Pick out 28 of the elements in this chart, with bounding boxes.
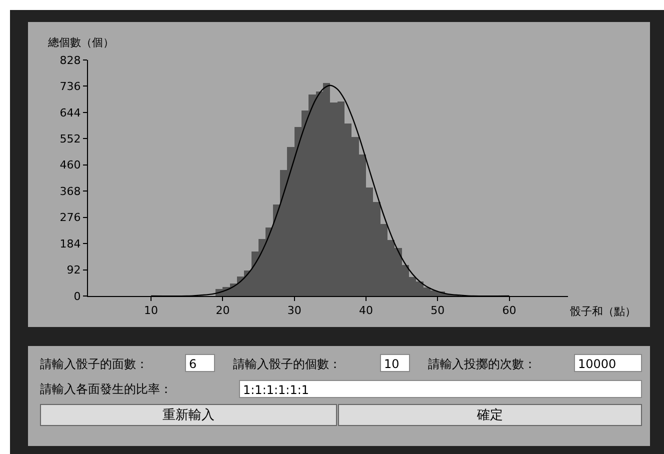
y-tick-label: 736 bbox=[60, 80, 81, 94]
button: 重新輸入 bbox=[40, 404, 337, 426]
x-tick-label: 60 bbox=[502, 304, 516, 318]
y-tick-label: 184 bbox=[60, 237, 81, 250]
text-field: 6 bbox=[185, 354, 215, 372]
text-field: 1:1:1:1:1:1 bbox=[239, 380, 642, 398]
text-field: 10 bbox=[380, 354, 410, 372]
y-tick-label: 276 bbox=[60, 211, 81, 224]
text: 請輸入骰子的個數： bbox=[233, 356, 341, 373]
text-field: 10000 bbox=[574, 354, 642, 372]
text: 請輸入投擲的次數： bbox=[428, 356, 536, 373]
x-tick-label: 50 bbox=[430, 304, 445, 318]
button: 確定 bbox=[338, 404, 642, 426]
y-tick-label: 828 bbox=[60, 54, 81, 67]
y-tick-label: 92 bbox=[66, 264, 81, 277]
text: 請輸入骰子的面數： bbox=[40, 356, 148, 373]
y-tick-label: 460 bbox=[60, 158, 81, 172]
y-tick-label: 552 bbox=[60, 132, 81, 146]
y-tick-label: 368 bbox=[60, 184, 81, 198]
y-axis-title: 總個數（個） bbox=[47, 36, 114, 49]
x-axis-title: 骰子和（點） bbox=[570, 305, 636, 318]
x-tick-label: 40 bbox=[358, 304, 373, 318]
x-tick-label: 30 bbox=[287, 304, 302, 318]
y-tick-label: 0 bbox=[74, 290, 81, 303]
x-tick-label: 20 bbox=[216, 304, 230, 318]
x-tick-label: 10 bbox=[144, 304, 158, 318]
y-tick-label: 644 bbox=[60, 106, 81, 120]
text: 請輸入各面發生的比率： bbox=[40, 381, 172, 398]
